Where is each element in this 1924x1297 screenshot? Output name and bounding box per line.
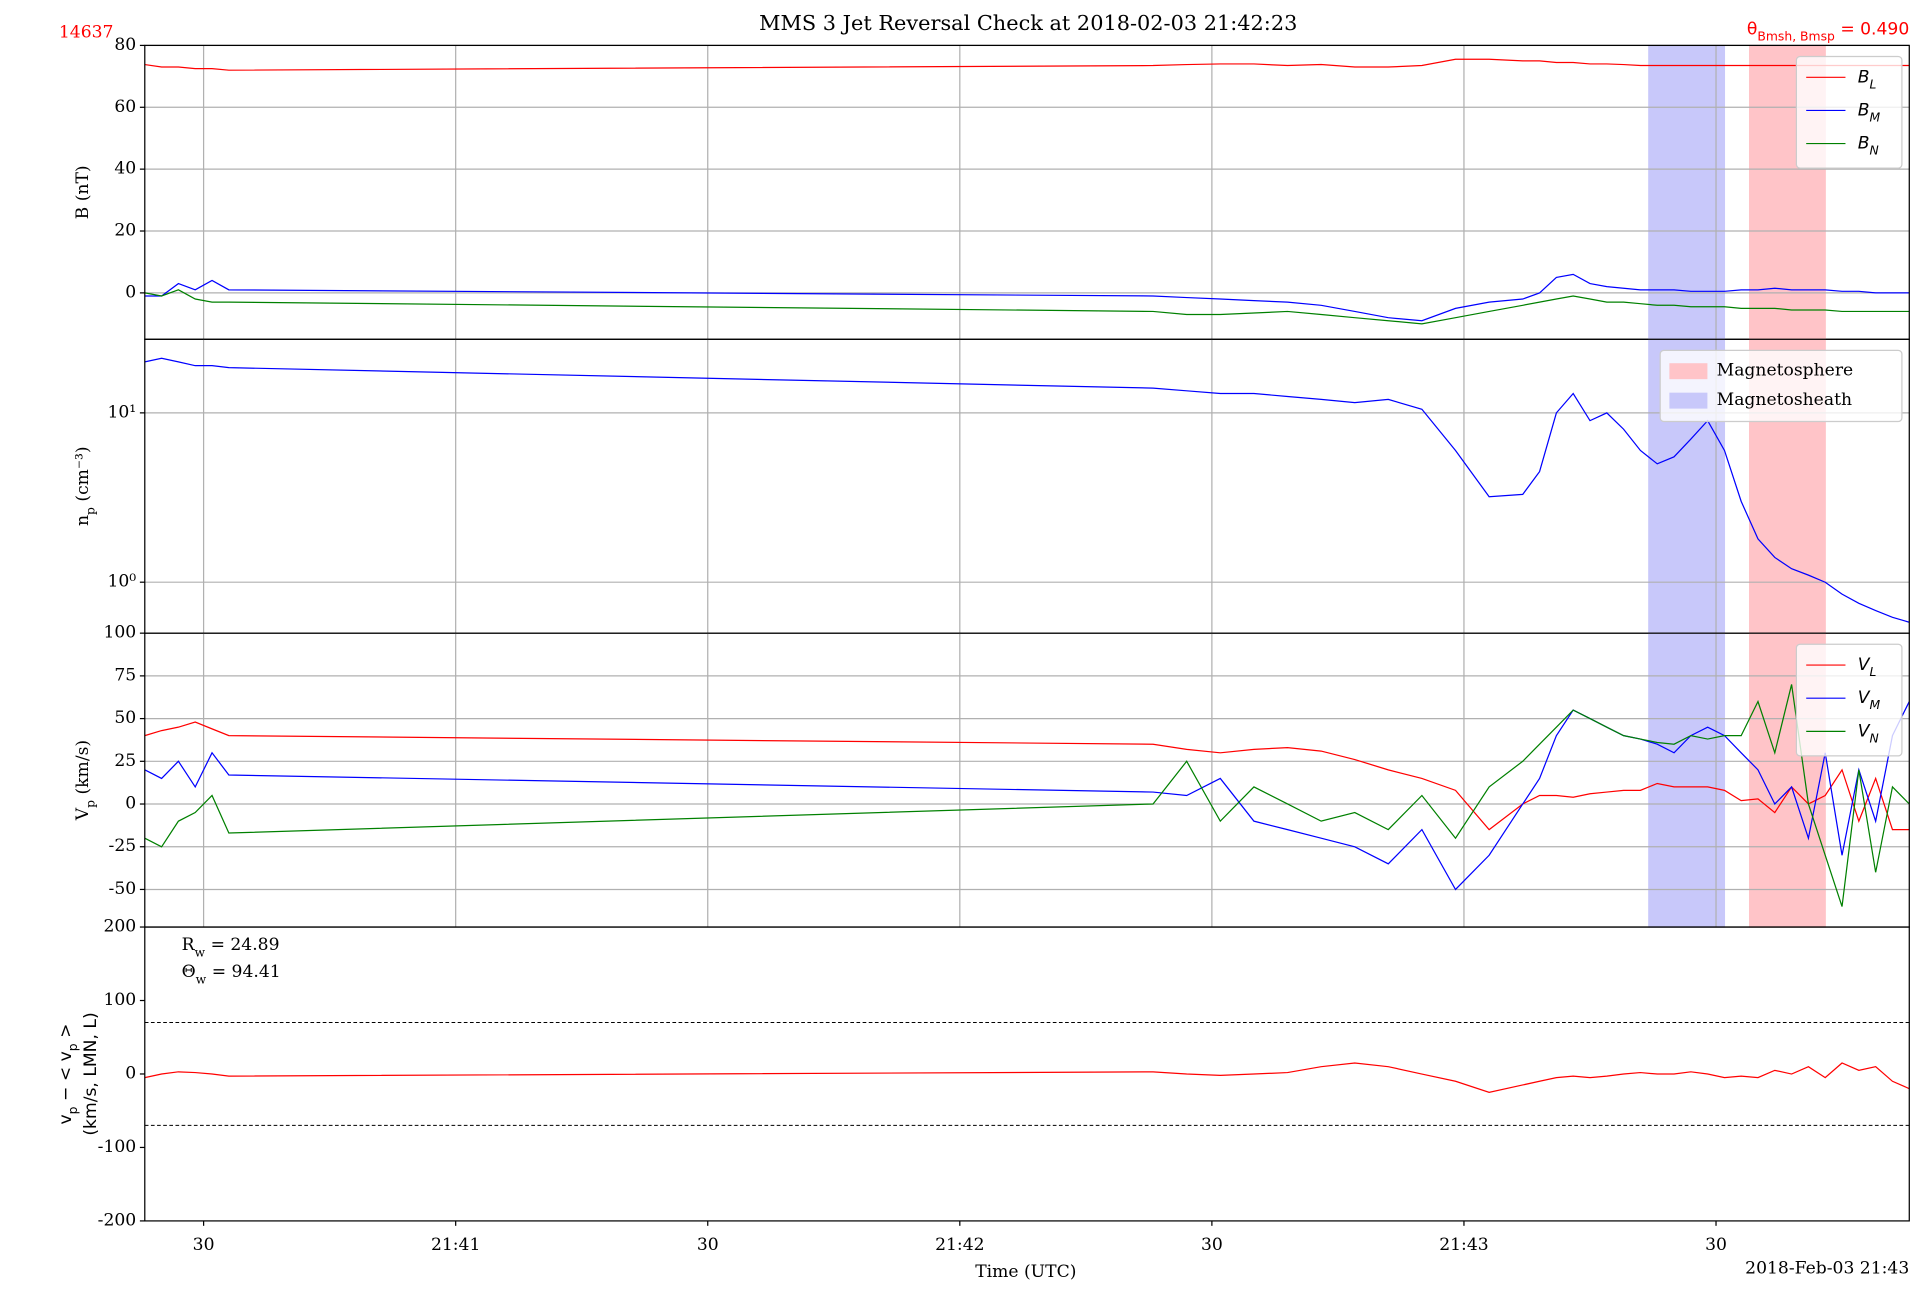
annotation: Θw = 94.41: [182, 962, 281, 986]
legend-box: [1795, 643, 1903, 757]
x-tick-label: 30: [697, 1235, 719, 1255]
x-tick-label: 30: [1705, 1235, 1727, 1255]
y-tick-label: 20: [114, 221, 136, 241]
y-tick-label: 80: [114, 35, 136, 55]
legend-label: Magnetosphere: [1717, 361, 1854, 381]
legend-swatch: [1669, 392, 1708, 409]
y-tick-label: 100: [103, 990, 136, 1010]
id-label: 14637: [59, 23, 114, 43]
x-tick-label: 30: [193, 1235, 215, 1255]
y-tick-label: 100: [103, 623, 136, 643]
y-axis-label: (km/s, LMN, L): [81, 1012, 101, 1135]
legend-box: [1659, 349, 1903, 423]
y-tick-label: 0: [125, 794, 136, 814]
y-tick-label: 40: [114, 159, 136, 179]
region: [1648, 44, 1726, 340]
series-line: [144, 1062, 1910, 1093]
y-tick-label: 10¹: [107, 402, 136, 422]
x-tick-label: 21:42: [935, 1235, 984, 1255]
figure-title: MMS 3 Jet Reversal Check at 2018-02-03 2…: [759, 11, 1297, 35]
y-tick-label: -50: [109, 879, 137, 899]
y-tick-label: 200: [103, 917, 136, 937]
y-tick-label: 50: [114, 708, 136, 728]
x-tick-label: 30: [1201, 1235, 1223, 1255]
series-line: [144, 357, 1910, 623]
y-tick-label: 0: [125, 282, 136, 302]
y-tick-label: 25: [114, 751, 136, 771]
y-axis-label: Vp (km/s): [73, 740, 97, 821]
y-axis-label: B (nT): [73, 165, 93, 219]
x-tick-label: 21:43: [1439, 1235, 1488, 1255]
series-line: [144, 273, 1910, 322]
date-label: 2018-Feb-03 21:43: [1745, 1258, 1909, 1278]
axes-frame: [144, 926, 1910, 1222]
y-tick-label: 75: [114, 665, 136, 685]
y-tick-label: -25: [109, 836, 137, 856]
legend-box: [1795, 55, 1903, 169]
y-tick-label: 60: [114, 97, 136, 117]
legend-swatch: [1669, 363, 1708, 380]
y-tick-label: -100: [98, 1137, 137, 1157]
series-line: [144, 289, 1910, 325]
panel: 10⁰ 10¹ np (cm⁻³) Magnetosphere Magnetosheat…: [73, 338, 1910, 634]
legend-label: Magnetosheath: [1717, 390, 1852, 410]
y-tick-label: -200: [98, 1210, 137, 1230]
series-line: [144, 721, 1910, 831]
y-tick-label: 10⁰: [107, 572, 136, 592]
y-axis-label: np (cm⁻³): [73, 446, 97, 526]
x-tick-label: 21:41: [431, 1235, 480, 1255]
region: [1648, 632, 1726, 928]
x-axis-label: Time (UTC): [975, 1262, 1076, 1282]
y-tick-label: 0: [125, 1063, 136, 1083]
